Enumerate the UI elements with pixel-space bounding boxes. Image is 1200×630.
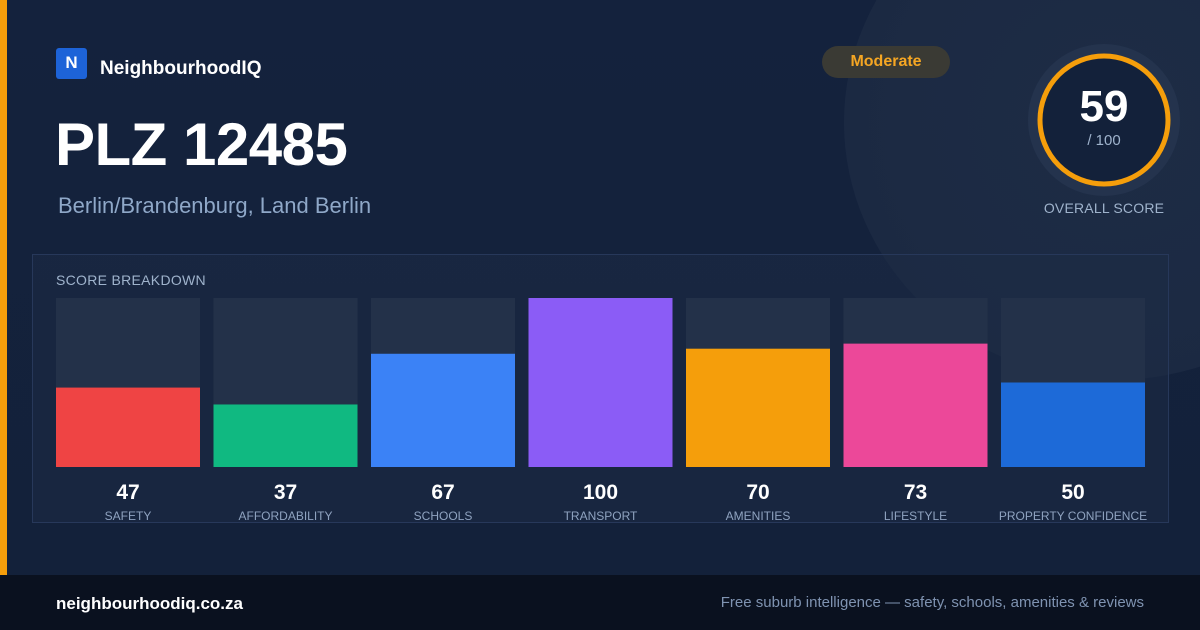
score-breakdown-title: SCORE BREAKDOWN (56, 272, 206, 288)
bar-label-safety: SAFETY (105, 509, 152, 523)
bar-label-property-confidence: PROPERTY CONFIDENCE (999, 509, 1147, 523)
rating-badge: Moderate (822, 46, 950, 78)
overall-score-value: 59 (1079, 82, 1129, 131)
bar-safety (56, 387, 200, 467)
bar-value-transport: 100 (583, 481, 618, 504)
logo-icon: N (56, 47, 87, 79)
brand[interactable]: N NeighbourhoodIQ (56, 46, 261, 80)
gauge-ring (1037, 53, 1171, 187)
bar-schools (371, 353, 515, 467)
bar-value-safety: 47 (116, 481, 139, 504)
bar-value-lifestyle: 73 (904, 481, 927, 504)
bar-affordability (213, 404, 358, 467)
bar-label-lifestyle: LIFESTYLE (884, 509, 947, 523)
brand-name: NeighbourhoodIQ (100, 58, 262, 79)
bar-value-affordability: 37 (274, 481, 297, 504)
bar-label-schools: SCHOOLS (414, 509, 473, 523)
footer-url-link[interactable]: neighbourhoodiq.co.za (56, 594, 243, 613)
bar-value-property-confidence: 50 (1061, 481, 1084, 504)
hero-card: N NeighbourhoodIQ Moderate PLZ 12485 Ber… (0, 0, 1200, 575)
bar-transport (528, 298, 673, 467)
overall-score-label: OVERALL SCORE (1043, 200, 1165, 216)
bar-label-transport: TRANSPORT (564, 509, 638, 523)
bar-amenities (686, 348, 830, 467)
bar-value-amenities: 70 (746, 481, 769, 504)
bar-lifestyle (843, 343, 988, 467)
page-subtitle: Berlin/Brandenburg, Land Berlin (58, 193, 372, 218)
bar-property-confidence (1001, 382, 1145, 467)
score-breakdown-panel: SCORE BREAKDOWN 47 SAFETY 37 AFFORDABILITY 6… (32, 254, 1169, 523)
overall-score-max: / 100 (1087, 132, 1121, 149)
overall-score-gauge (1028, 44, 1180, 196)
accent-stripe (0, 0, 7, 575)
footer: neighbourhoodiq.co.za Free suburb intell… (0, 575, 1200, 630)
bar-label-affordability: AFFORDABILITY (238, 509, 332, 523)
rating-badge-label: Moderate (850, 53, 922, 70)
score-breakdown-chart: 47 SAFETY 37 AFFORDABILITY 67 SCHOOLS 100 TRANS… (56, 298, 1147, 523)
footer-tagline: Free suburb intelligence — safety, schoo… (720, 594, 1144, 611)
bar-label-amenities: AMENITIES (726, 509, 791, 523)
bar-value-schools: 67 (431, 481, 454, 504)
page-title: PLZ 12485 (55, 111, 348, 178)
